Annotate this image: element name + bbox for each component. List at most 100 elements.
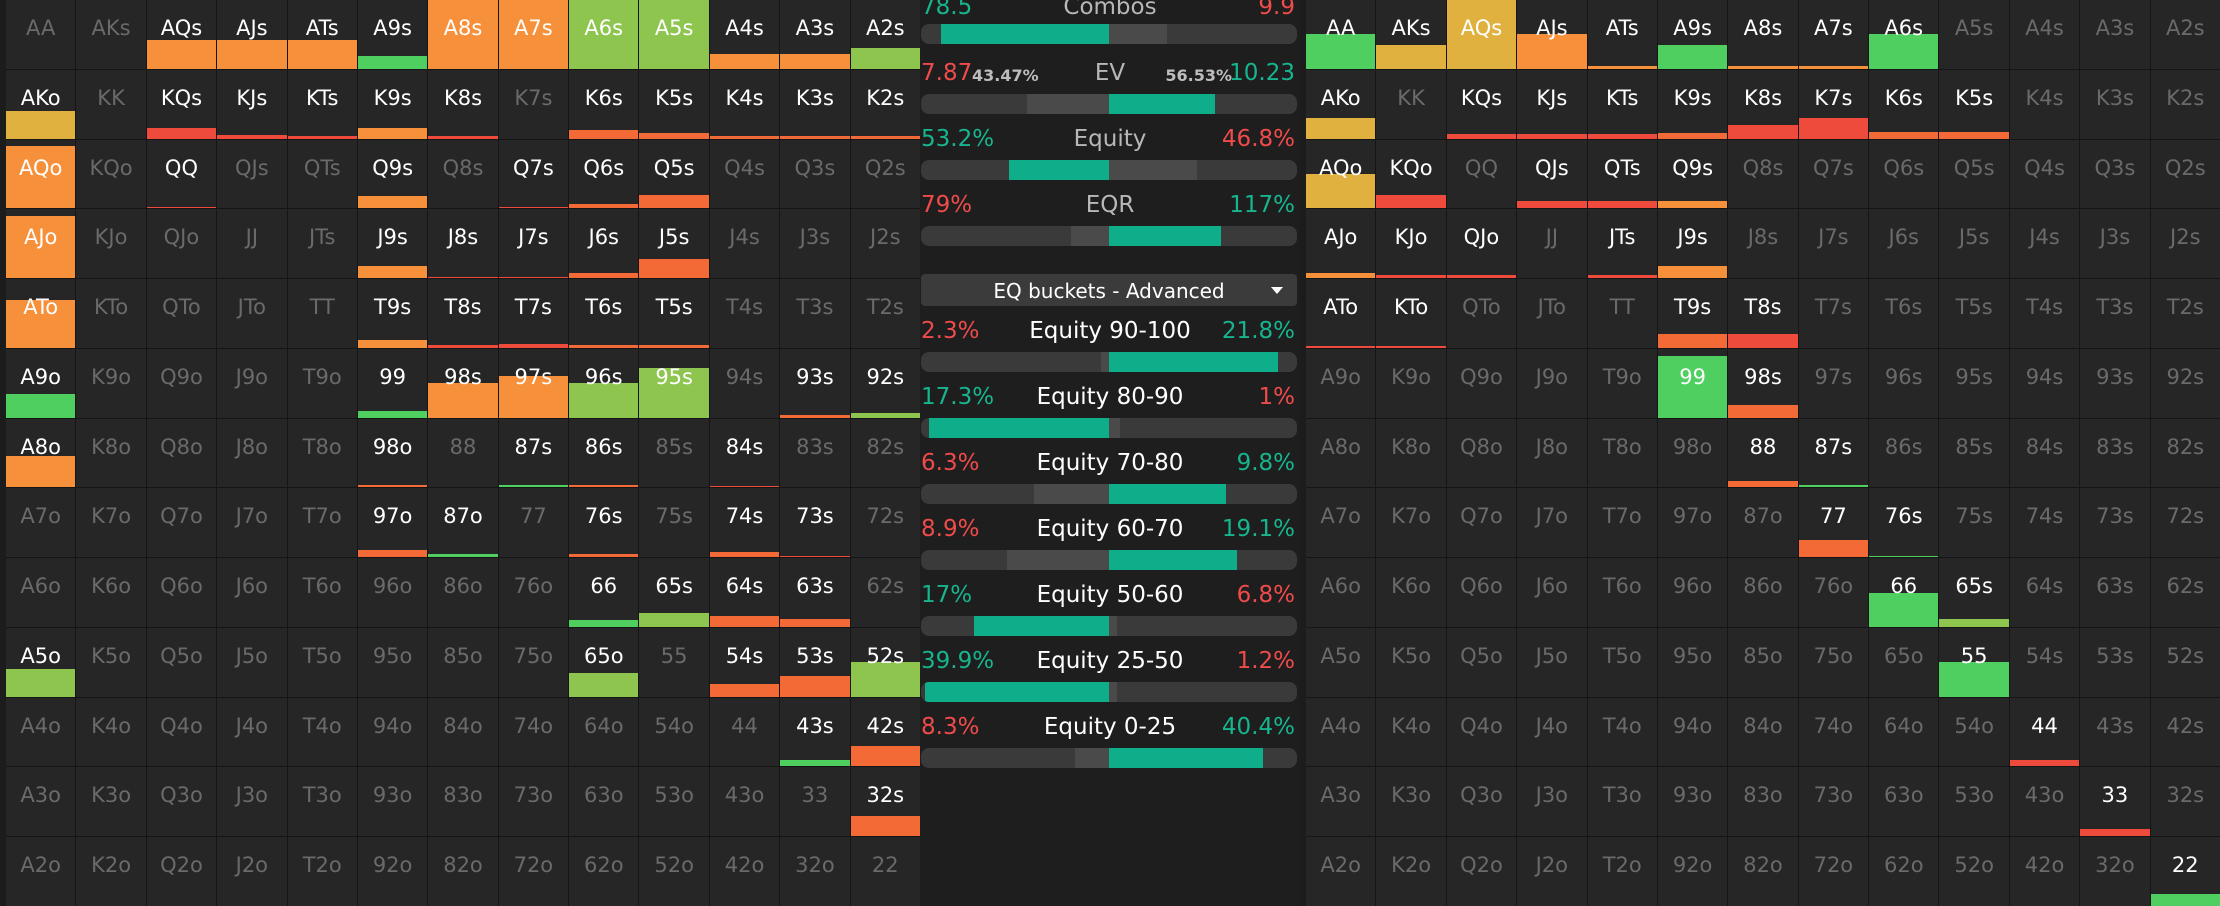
left-hand-cell[interactable]: A7s <box>498 0 569 69</box>
right-hand-cell[interactable]: 94s <box>2009 348 2080 418</box>
right-hand-cell[interactable]: 99 <box>1657 348 1728 418</box>
right-hand-cell[interactable]: T4o <box>1587 697 1657 767</box>
right-hand-cell[interactable]: 85s <box>1939 418 2009 488</box>
right-hand-cell[interactable]: 92o <box>1657 837 1728 906</box>
left-hand-cell[interactable]: T2o <box>287 837 357 906</box>
right-hand-cell[interactable]: 74s <box>2009 488 2080 558</box>
right-hand-cell[interactable]: 53s <box>2080 627 2150 697</box>
left-hand-cell[interactable]: A2o <box>6 837 76 906</box>
left-hand-cell[interactable]: QJo <box>146 209 217 279</box>
right-hand-cell[interactable]: A7o <box>1306 488 1376 558</box>
left-hand-cell[interactable]: 72o <box>498 837 569 906</box>
right-hand-cell[interactable]: 62o <box>1869 837 1939 906</box>
left-hand-cell[interactable]: T4o <box>287 697 357 767</box>
left-hand-cell[interactable]: T4s <box>709 279 780 348</box>
right-hand-cell[interactable]: AQo <box>1306 139 1376 209</box>
right-hand-cell[interactable]: T4s <box>2009 279 2080 348</box>
left-hand-cell[interactable]: T6s <box>569 279 639 348</box>
right-hand-cell[interactable]: Q7o <box>1446 488 1517 558</box>
left-hand-cell[interactable]: KQs <box>146 69 217 139</box>
right-hand-cell[interactable]: A2o <box>1306 837 1376 906</box>
right-hand-cell[interactable]: 92s <box>2150 348 2220 418</box>
right-hand-cell[interactable]: K6o <box>1376 558 1446 627</box>
left-hand-cell[interactable]: 53s <box>780 627 850 697</box>
right-hand-cell[interactable]: T3s <box>2080 279 2150 348</box>
right-hand-cell[interactable]: KJs <box>1517 69 1587 139</box>
left-hand-cell[interactable]: 43o <box>709 767 780 837</box>
left-hand-cell[interactable]: 98o <box>357 418 428 488</box>
right-hand-cell[interactable]: J5s <box>1939 209 2009 279</box>
left-hand-cell[interactable]: 52o <box>639 837 709 906</box>
left-hand-cell[interactable]: J3o <box>217 767 287 837</box>
right-hand-cell[interactable]: A7s <box>1798 0 1869 69</box>
left-hand-cell[interactable]: A2s <box>850 0 920 69</box>
right-hand-cell[interactable]: T9o <box>1587 348 1657 418</box>
left-hand-cell[interactable]: AKs <box>76 0 146 69</box>
right-hand-cell[interactable]: JJ <box>1517 209 1587 279</box>
right-hand-cell[interactable]: Q3o <box>1446 767 1517 837</box>
left-hand-cell[interactable]: QQ <box>146 139 217 209</box>
left-hand-cell[interactable]: AKo <box>6 69 76 139</box>
left-hand-cell[interactable]: T3s <box>780 279 850 348</box>
right-hand-cell[interactable]: 54o <box>1939 697 2009 767</box>
right-hand-cell[interactable]: 65s <box>1939 558 2009 627</box>
left-hand-cell[interactable]: K5s <box>639 69 709 139</box>
right-hand-cell[interactable]: 95s <box>1939 348 2009 418</box>
left-hand-cell[interactable]: 95s <box>639 348 709 418</box>
right-hand-cell[interactable]: 77 <box>1798 488 1869 558</box>
left-hand-cell[interactable]: K7o <box>76 488 146 558</box>
left-hand-cell[interactable]: J8s <box>428 209 498 279</box>
left-hand-cell[interactable]: 86o <box>428 558 498 627</box>
left-hand-cell[interactable]: 88 <box>428 418 498 488</box>
eq-buckets-dropdown[interactable]: EQ buckets - Advanced <box>921 274 1297 306</box>
left-hand-cell[interactable]: K4o <box>76 697 146 767</box>
right-hand-cell[interactable]: J3o <box>1517 767 1587 837</box>
left-hand-cell[interactable]: 42o <box>709 837 780 906</box>
right-hand-cell[interactable]: Q9s <box>1657 139 1728 209</box>
right-hand-cell[interactable]: A8s <box>1728 0 1798 69</box>
left-hand-cell[interactable]: KTo <box>76 279 146 348</box>
right-hand-cell[interactable]: Q5s <box>1939 139 2009 209</box>
left-hand-cell[interactable]: J4o <box>217 697 287 767</box>
right-hand-cell[interactable]: A4o <box>1306 697 1376 767</box>
right-hand-cell[interactable]: K5s <box>1939 69 2009 139</box>
left-hand-cell[interactable]: 32s <box>850 767 920 837</box>
left-hand-cell[interactable]: 62s <box>850 558 920 627</box>
left-hand-cell[interactable]: K2s <box>850 69 920 139</box>
left-hand-cell[interactable]: Q7o <box>146 488 217 558</box>
left-hand-cell[interactable]: K5o <box>76 627 146 697</box>
right-hand-cell[interactable]: 86s <box>1869 418 1939 488</box>
right-hand-cell[interactable]: J4o <box>1517 697 1587 767</box>
right-hand-cell[interactable]: 73o <box>1798 767 1869 837</box>
right-hand-cell[interactable]: K9o <box>1376 348 1446 418</box>
left-hand-cell[interactable]: 83o <box>428 767 498 837</box>
left-hand-cell[interactable]: 98s <box>428 348 498 418</box>
right-hand-cell[interactable]: 87o <box>1728 488 1798 558</box>
right-hand-cell[interactable]: Q9o <box>1446 348 1517 418</box>
right-hand-cell[interactable]: K8s <box>1728 69 1798 139</box>
right-hand-cell[interactable]: Q2s <box>2150 139 2220 209</box>
right-hand-cell[interactable]: AKo <box>1306 69 1376 139</box>
right-hand-cell[interactable]: 87s <box>1798 418 1869 488</box>
left-hand-cell[interactable]: 73o <box>498 767 569 837</box>
left-hand-cell[interactable]: A9s <box>357 0 428 69</box>
right-hand-cell[interactable]: Q5o <box>1446 627 1517 697</box>
left-hand-cell[interactable]: 53o <box>639 767 709 837</box>
right-hand-cell[interactable]: A6s <box>1869 0 1939 69</box>
left-hand-cell[interactable]: Q9s <box>357 139 428 209</box>
right-hand-cell[interactable]: J9o <box>1517 348 1587 418</box>
left-hand-cell[interactable]: A4o <box>6 697 76 767</box>
right-hand-cell[interactable]: 44 <box>2009 697 2080 767</box>
right-hand-cell[interactable]: K4o <box>1376 697 1446 767</box>
left-hand-cell[interactable]: Q7s <box>498 139 569 209</box>
right-hand-cell[interactable]: 76o <box>1798 558 1869 627</box>
right-hand-cell[interactable]: 88 <box>1728 418 1798 488</box>
right-hand-cell[interactable]: 74o <box>1798 697 1869 767</box>
right-hand-cell[interactable]: 97o <box>1657 488 1728 558</box>
right-hand-cell[interactable]: KK <box>1376 69 1446 139</box>
right-hand-cell[interactable]: AJo <box>1306 209 1376 279</box>
right-hand-cell[interactable]: A5s <box>1939 0 2009 69</box>
left-hand-cell[interactable]: 65s <box>639 558 709 627</box>
left-hand-cell[interactable]: 22 <box>850 837 920 906</box>
right-hand-cell[interactable]: A5o <box>1306 627 1376 697</box>
